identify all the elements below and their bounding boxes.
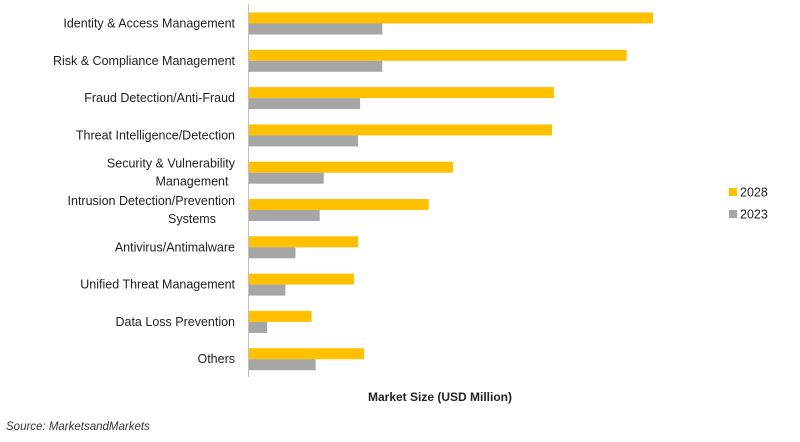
bar-2028-5 <box>249 199 429 210</box>
bar-2028-6 <box>249 236 359 248</box>
bar-2023-4 <box>249 172 324 184</box>
legend-label-2028: 2028 <box>740 186 768 200</box>
legend-swatch-2028 <box>729 188 737 196</box>
bar-2023-0 <box>249 23 383 35</box>
bar-2028-8 <box>249 310 312 322</box>
bar-2023-7 <box>249 284 286 296</box>
category-label: Fraud Detection/Anti-Fraud <box>84 91 235 105</box>
category-label: Risk & Compliance Management <box>53 54 236 68</box>
source-note: Source: MarketsandMarkets <box>6 421 150 433</box>
bar-2028-1 <box>249 49 627 61</box>
category-label: Identity & Access Management <box>63 17 235 31</box>
legend: 2028 2023 <box>729 186 768 222</box>
bar-2023-1 <box>249 60 383 72</box>
category-label: Others <box>197 352 235 366</box>
bar-2028-0 <box>249 12 653 24</box>
bar-2023-3 <box>249 135 359 147</box>
bars-group <box>249 12 653 371</box>
legend-label-2023: 2023 <box>740 208 768 222</box>
x-axis-label: Market Size (USD Million) <box>368 390 512 404</box>
bar-2028-4 <box>249 161 454 173</box>
bar-2023-2 <box>249 98 361 110</box>
category-label: Intrusion Detection/Prevention Systems <box>68 194 236 226</box>
bar-2028-9 <box>249 348 365 360</box>
category-label: Unified Threat Management <box>80 278 235 292</box>
category-label: Antivirus/Antimalware <box>115 240 235 254</box>
bar-2028-7 <box>249 273 355 285</box>
category-label: Security & Vulnerability Management <box>107 157 236 189</box>
bar-2023-5 <box>249 210 320 221</box>
bar-2023-8 <box>249 321 268 333</box>
bar-2023-9 <box>249 359 316 371</box>
category-labels: Identity & Access Management Risk & Compl… <box>53 17 236 367</box>
category-label: Threat Intelligence/Detection <box>76 128 235 142</box>
category-label: Data Loss Prevention <box>115 315 235 329</box>
bar-2028-3 <box>249 124 552 136</box>
legend-swatch-2023 <box>729 210 737 218</box>
bar-2028-2 <box>249 87 555 99</box>
bar-2023-6 <box>249 247 296 259</box>
